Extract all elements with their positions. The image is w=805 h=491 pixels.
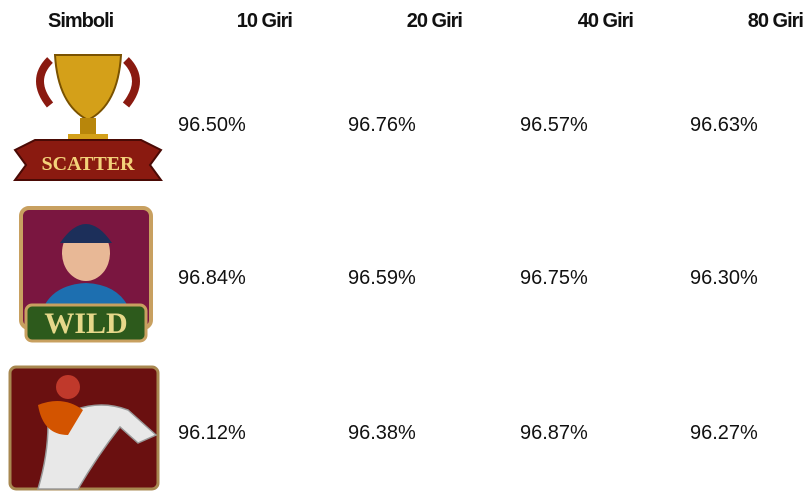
column-header: 20 Giri [407,10,462,33]
rtp-value: 96.57% [520,114,588,137]
rtp-value: 96.87% [520,422,588,445]
rtp-value: 96.63% [690,114,758,137]
column-header: 40 Giri [578,10,633,33]
rtp-value: 96.30% [690,267,758,290]
rtp-value: 96.84% [178,267,246,290]
wild-icon: WILD [18,205,154,347]
column-header: 80 Giri [748,10,803,33]
icon-label: SCATTER [42,153,136,175]
page: Simboli {"table": { "headers": ["Simboli… [0,0,805,491]
rtp-value: 96.27% [690,422,758,445]
rtp-value: 96.76% [348,114,416,137]
scatter-icon: SCATTER [10,50,166,192]
page-body: Simboli 10 Giri 20 Giri 40 Giri 80 Giri SCAT… [0,0,805,491]
rtp-value: 96.75% [520,267,588,290]
rtp-value: 96.12% [178,422,246,445]
icon-label: WILD [44,307,127,340]
rtp-value: 96.38% [348,422,416,445]
horse-icon [8,365,160,491]
rtp-value: 96.50% [178,114,246,137]
column-header: 10 Giri [237,10,292,33]
column-header: Simboli [48,10,113,33]
rtp-value: 96.59% [348,267,416,290]
